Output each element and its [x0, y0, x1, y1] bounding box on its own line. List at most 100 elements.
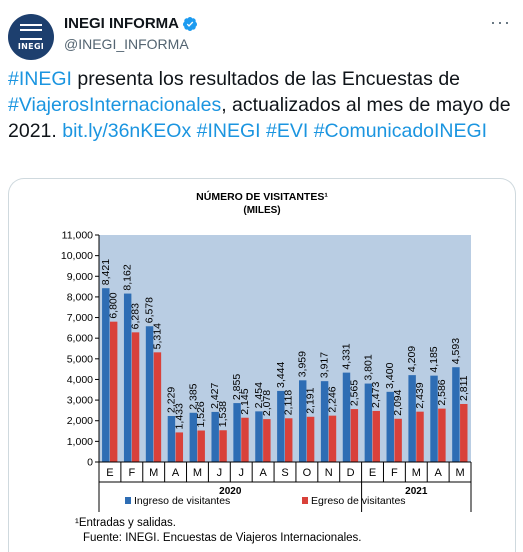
x-tick-label: J: [217, 467, 223, 479]
bar-ingreso: [320, 381, 329, 462]
hashtag-link[interactable]: #EVI: [265, 120, 309, 142]
bar-chart: 0 1,000 2,000 3,000 4,000 5,000 6,000 7,000 8,00…: [61, 230, 472, 512]
bar-ingreso: [342, 372, 351, 462]
y-tick-label: 4,000: [67, 374, 93, 386]
data-label: 1,538: [217, 401, 229, 427]
year-label: 2021: [405, 486, 428, 497]
data-label: 6,800: [108, 292, 120, 318]
x-tick-label: A: [259, 467, 267, 479]
bar-egreso: [416, 411, 424, 462]
hashtag-link[interactable]: #INEGI: [8, 68, 72, 90]
x-tick-label: M: [149, 467, 158, 479]
bar-egreso: [438, 408, 446, 462]
bar-ingreso: [167, 416, 176, 462]
x-tick-label: M: [193, 467, 202, 479]
y-tick-label: 9,000: [67, 271, 93, 283]
inegi-logo-icon: [20, 23, 42, 40]
avatar-logo-text: INEGI: [17, 41, 45, 51]
source-note: Fuente: INEGI. Encuestas de Viajeros Int…: [83, 532, 362, 544]
bar-egreso: [197, 430, 205, 462]
year-label: 2020: [219, 486, 242, 497]
data-label: 3,959: [297, 351, 309, 377]
data-label: 3,917: [319, 352, 331, 378]
bar-egreso: [219, 430, 227, 462]
bar-egreso: [263, 419, 271, 462]
attached-image[interactable]: NÚMERO DE VISITANTES¹ (MILES) 0 1,000 2,00…: [8, 178, 516, 552]
bar-ingreso: [386, 391, 394, 462]
bar-ingreso: [189, 412, 198, 462]
bar-egreso: [285, 418, 293, 462]
legend-swatch: [302, 497, 308, 504]
y-tick-label: 8,000: [67, 291, 93, 303]
data-label: 2,454: [253, 382, 265, 408]
bar-egreso: [306, 416, 315, 462]
bar-egreso: [175, 432, 184, 462]
legend-label: Ingreso de visitantes: [134, 495, 230, 507]
data-label: 4,185: [428, 346, 440, 372]
short-url-link[interactable]: bit.ly/36nKEOx: [62, 120, 192, 142]
y-tick-label: 10,000: [61, 250, 93, 262]
data-label: 2,811: [458, 375, 470, 401]
x-tick-label: M: [455, 467, 464, 479]
author-handle[interactable]: @INEGI_INFORMA: [64, 36, 189, 52]
y-tick-label: 0: [87, 457, 93, 469]
y-tick-label: 2,000: [67, 415, 93, 427]
bar-egreso: [350, 409, 359, 462]
data-label: 2,439: [414, 382, 426, 408]
verified-badge-icon: [183, 16, 197, 31]
data-label: 3,444: [275, 361, 287, 387]
author-name-row[interactable]: INEGI INFORMA: [64, 15, 198, 32]
bar-ingreso: [299, 380, 307, 462]
data-label: 2,473: [370, 382, 382, 408]
bar-ingreso: [233, 403, 241, 462]
bar-ingreso: [211, 411, 219, 462]
x-tick-label: O: [303, 467, 312, 479]
x-tick-label: F: [391, 467, 398, 479]
bar-ingreso: [145, 326, 154, 462]
more-options-icon[interactable]: ···: [490, 12, 511, 32]
bar-egreso: [328, 415, 337, 462]
data-label: 6,578: [144, 297, 156, 323]
author-name[interactable]: INEGI INFORMA: [64, 15, 179, 32]
avatar[interactable]: INEGI: [8, 14, 54, 60]
x-tick-label: N: [325, 467, 333, 479]
data-label: 2,855: [231, 374, 243, 400]
bar-egreso: [109, 321, 118, 462]
data-label: 4,331: [340, 343, 352, 369]
bar-egreso: [460, 403, 468, 462]
data-label: 5,314: [151, 323, 163, 349]
bar-ingreso: [364, 383, 373, 462]
data-label: 2,191: [305, 387, 317, 413]
hashtag-link[interactable]: #ComunicadoINEGI: [313, 120, 488, 142]
tweet-text: #INEGI presenta los resultados de las En…: [8, 66, 518, 144]
bar-egreso: [153, 352, 162, 462]
y-tick-label: 3,000: [67, 395, 93, 407]
data-label: 1,526: [195, 401, 207, 427]
y-tick-label: 1,000: [67, 436, 93, 448]
data-label: 4,209: [406, 346, 418, 372]
data-label: 2,427: [209, 382, 221, 408]
hashtag-link[interactable]: #INEGI: [196, 120, 261, 142]
data-label: 2,586: [436, 379, 448, 405]
data-label: 6,283: [130, 303, 142, 329]
tweet-text-segment: presenta los resultados de las Encuestas…: [71, 68, 461, 90]
x-tick-label: M: [412, 467, 421, 479]
x-tick-label: A: [172, 467, 180, 479]
data-label: 4,593: [450, 338, 462, 364]
x-tick-label: E: [369, 467, 376, 479]
x-tick-label: F: [128, 467, 135, 479]
data-label: 2,246: [326, 386, 338, 412]
x-tick-label: A: [435, 467, 443, 479]
bar-ingreso: [102, 288, 110, 462]
data-label: 2,118: [283, 390, 295, 416]
bar-egreso: [241, 417, 249, 462]
x-tick-label: E: [106, 467, 113, 479]
x-tick-label: S: [281, 467, 288, 479]
hashtag-link[interactable]: #ViajerosInternacionales: [8, 94, 222, 116]
chart-subtitle: (MILES): [243, 205, 281, 216]
data-label: 3,801: [362, 354, 374, 380]
data-label: 8,421: [100, 259, 112, 285]
tweet-text-segment: , actualizados al mes de mayo de 2021.: [8, 94, 511, 142]
footnote: ¹Entradas y salidas.: [75, 517, 176, 529]
y-tick-label: 7,000: [67, 312, 93, 324]
